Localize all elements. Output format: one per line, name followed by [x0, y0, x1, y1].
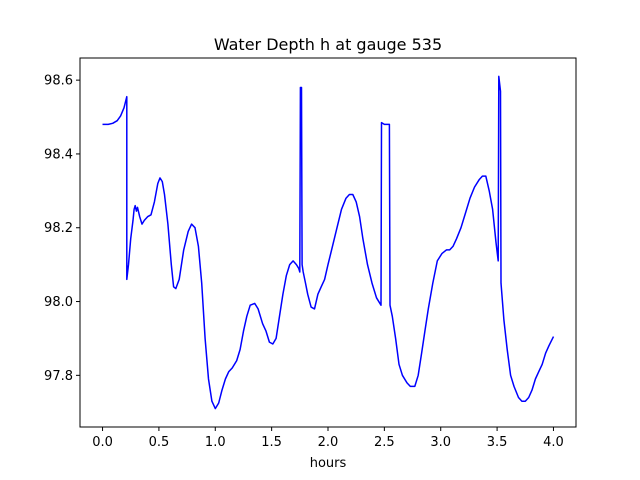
y-tick-label: 98.0: [44, 295, 73, 310]
x-tick-label: 4.0: [543, 435, 564, 450]
x-tick-label: 3.5: [487, 435, 508, 450]
x-axis-label: hours: [310, 456, 347, 471]
x-tick-label: 1.5: [261, 435, 282, 450]
series-line-0: [102, 75, 555, 410]
x-tick-label: 0.0: [92, 435, 113, 450]
x-tick-label: 1.0: [205, 435, 226, 450]
y-axis: 97.8 98.0 98.2 98.4 98.6: [44, 74, 80, 384]
x-tick-label: 2.5: [374, 435, 395, 450]
y-tick-label: 98.2: [44, 221, 73, 236]
plot-area: [102, 75, 555, 410]
chart-title: Water Depth h at gauge 535: [214, 35, 442, 54]
x-tick-label: 2.0: [318, 435, 339, 450]
x-tick-label: 0.5: [149, 435, 170, 450]
y-tick-label: 97.8: [44, 369, 73, 384]
y-tick-label: 98.4: [44, 147, 73, 162]
x-tick-label: 3.0: [430, 435, 451, 450]
y-tick-label: 98.6: [44, 74, 73, 89]
x-axis: 0.0 0.5 1.0 1.5 2.0 2.5 3.0 3.5 4.0: [92, 427, 564, 450]
